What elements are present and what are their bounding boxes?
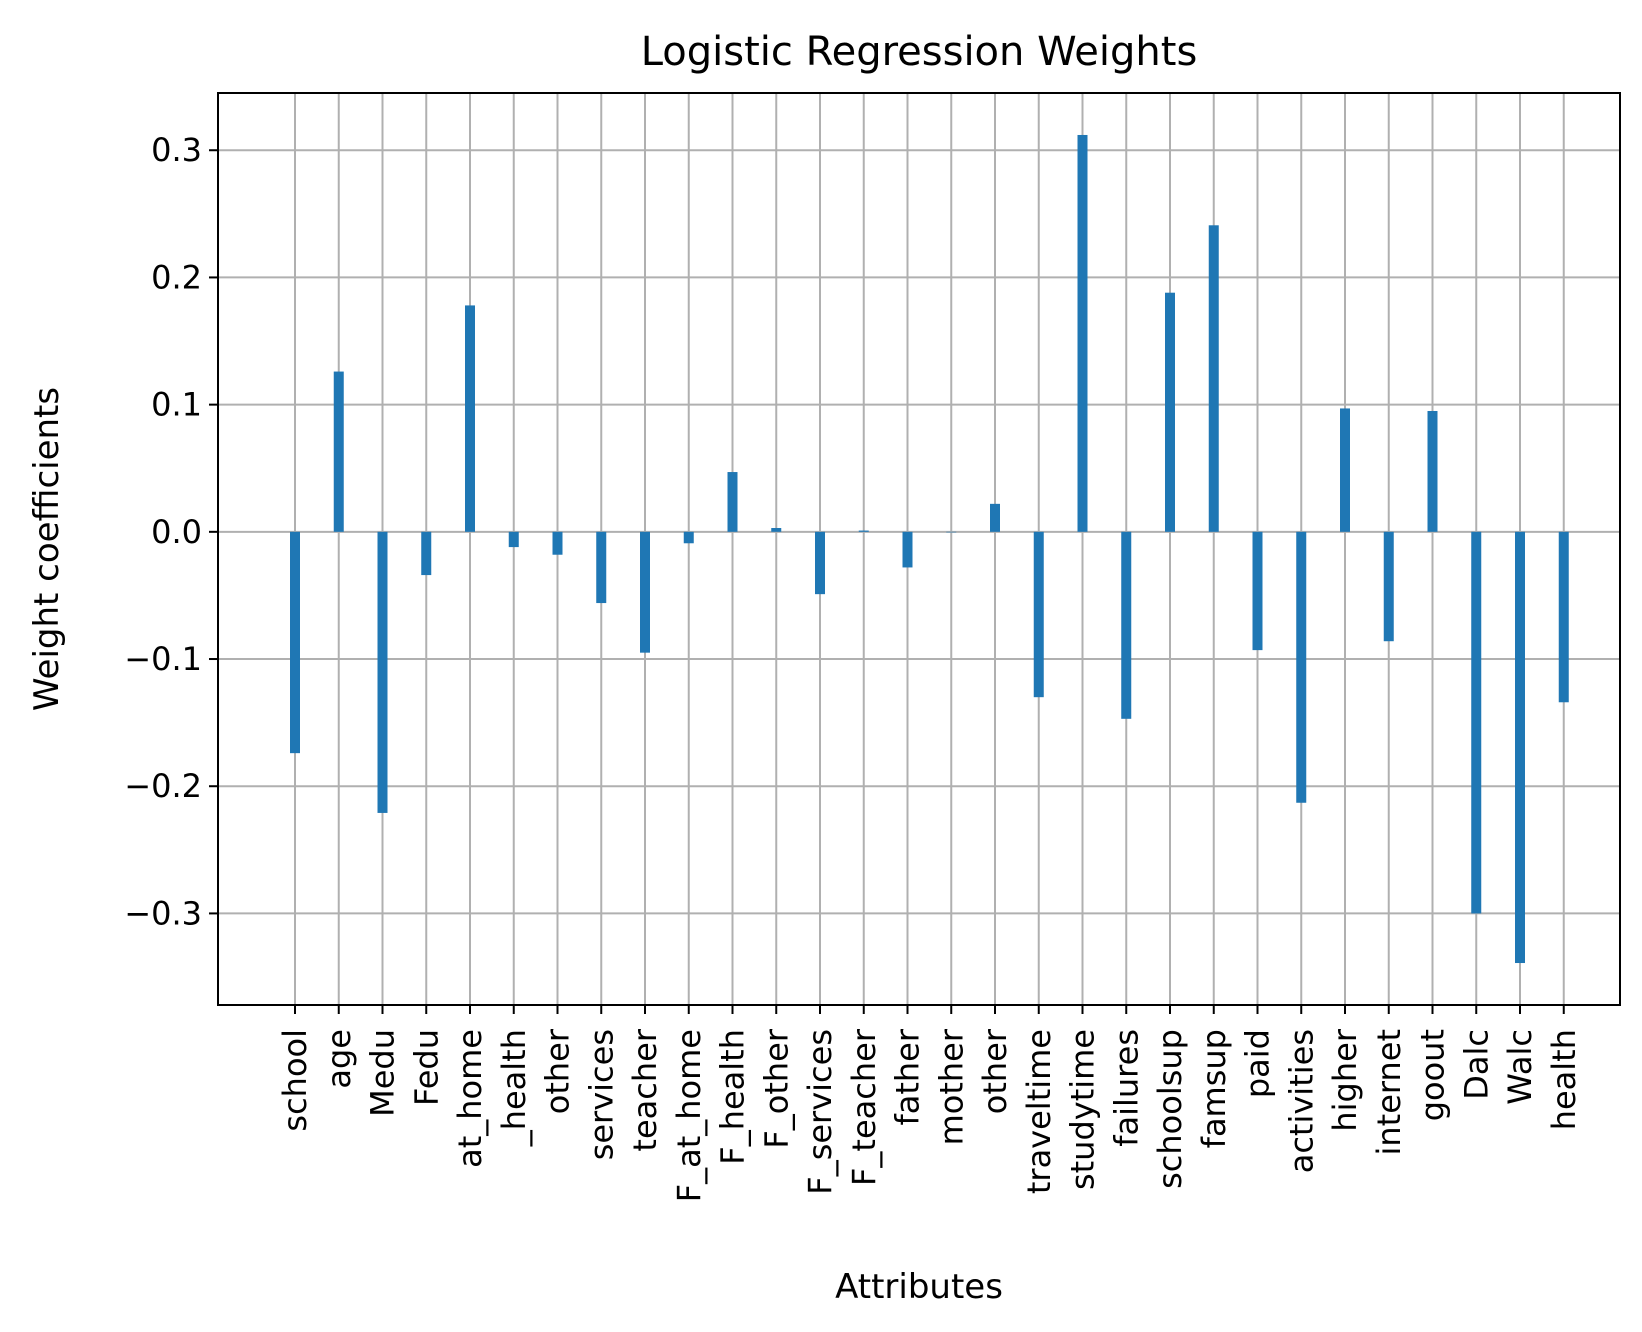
bar-dalc [1471, 531, 1482, 914]
bar-studytime [1077, 134, 1088, 532]
bar-f-services [815, 531, 825, 595]
bars [290, 134, 1569, 964]
x-tick-label: _health [495, 1029, 533, 1147]
x-tick-label: F_teacher [845, 1028, 883, 1186]
bar-school [290, 531, 300, 754]
x-axis-label: Attributes [835, 1267, 1003, 1307]
x-tick-label: teacher [626, 1028, 664, 1151]
x-tick-label: services [582, 1029, 620, 1160]
bar-health [1558, 531, 1569, 703]
x-tick-label: Fedu [407, 1029, 445, 1106]
x-tick-label: F_services [801, 1029, 839, 1195]
bar-schoolsup [1165, 292, 1175, 532]
x-tick-label: Medu [364, 1029, 402, 1117]
x-tick-label: goout [1414, 1029, 1452, 1121]
bar-teacher [640, 531, 650, 653]
x-tick-label: mother [932, 1028, 970, 1145]
bar-paid [1252, 531, 1263, 651]
x-tick-label: school [276, 1029, 314, 1132]
bar-goout [1427, 410, 1438, 532]
bar--health [508, 531, 519, 548]
bar-age [333, 371, 344, 532]
x-tick-label: higher [1326, 1028, 1364, 1131]
x-tick-label: failures [1107, 1029, 1145, 1147]
x-tick-label: Dalc [1457, 1029, 1495, 1100]
x-tick-label: at_home [451, 1029, 489, 1168]
y-tick-label: −0.2 [124, 767, 202, 805]
axes-frame [217, 92, 1621, 1006]
bar-at-home [465, 305, 475, 532]
ticks: school age Medu Fedu at_home _health other serv… [124, 131, 1582, 1202]
bar-traveltime [1033, 531, 1044, 698]
x-tick-label: activities [1282, 1029, 1320, 1173]
bar-mother [946, 531, 957, 533]
bar-f-health [727, 472, 738, 532]
bar-famsup [1208, 225, 1219, 532]
bar-services [596, 531, 607, 604]
x-tick-label: paid [1239, 1029, 1277, 1098]
y-tick-label: −0.1 [124, 640, 202, 678]
bar-other [990, 503, 1000, 532]
bar-higher [1340, 408, 1350, 532]
y-tick-label: 0.3 [151, 131, 202, 169]
bar-activities [1296, 531, 1307, 803]
x-tick-label: father [889, 1028, 927, 1125]
x-tick-label: other [539, 1028, 577, 1114]
x-tick-label: F_other [757, 1028, 795, 1149]
bar-f-at-home [683, 531, 694, 544]
y-tick-label: 0.1 [151, 386, 202, 424]
bar-walc [1515, 531, 1525, 964]
y-tick-label: 0.2 [151, 258, 202, 296]
x-tick-label: F_at_home [670, 1029, 708, 1202]
x-tick-label: internet [1370, 1029, 1408, 1156]
y-tick-label: −0.3 [124, 894, 202, 932]
x-tick-label: health [1545, 1029, 1583, 1130]
bar-other [552, 531, 563, 555]
bar-failures [1121, 531, 1132, 719]
x-tick-label: age [320, 1029, 358, 1089]
x-tick-label: studytime [1064, 1029, 1102, 1190]
chart-title: Logistic Regression Weights [641, 29, 1198, 75]
x-tick-label: Walc [1501, 1029, 1539, 1105]
x-tick-label: schoolsup [1151, 1029, 1189, 1189]
bar-medu [377, 531, 388, 813]
x-tick-label: famsup [1195, 1029, 1233, 1148]
bar-father [902, 531, 913, 568]
x-tick-label: traveltime [1020, 1029, 1058, 1194]
x-tick-label: other [976, 1028, 1014, 1114]
y-axis-label: Weight coefficients [27, 387, 67, 711]
bar-internet [1383, 531, 1394, 642]
x-tick-label: F_health [714, 1029, 752, 1165]
y-tick-label: 0.0 [151, 513, 202, 551]
bar-f-other [771, 528, 782, 532]
bar-f-teacher [858, 530, 869, 532]
bar-fedu [421, 531, 432, 576]
